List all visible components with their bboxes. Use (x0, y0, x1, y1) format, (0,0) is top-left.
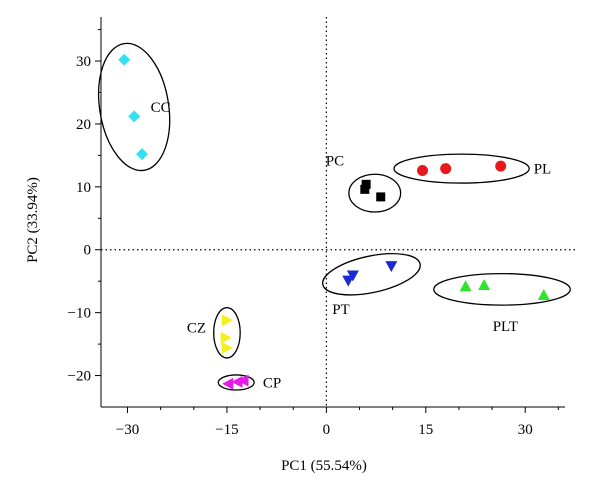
point-plt (537, 289, 550, 301)
axes: −30 −15 0 15 30 30 20 10 0 −10 −20 (68, 17, 565, 438)
point-pc (376, 192, 386, 202)
x-axis-title: PC1 (55.54%) (281, 458, 367, 474)
group-label-pc: PC (326, 153, 344, 169)
ellipse-pc (348, 173, 402, 213)
point-cz (221, 341, 233, 354)
point-pl (495, 160, 507, 172)
point-plt (459, 280, 472, 292)
y-tick-label: −10 (68, 306, 91, 322)
group-label-pl: PL (534, 162, 552, 178)
group-label-plt: PLT (493, 319, 518, 335)
y-tick-label: 10 (76, 180, 91, 196)
point-cp (231, 375, 243, 388)
point-cp (237, 374, 249, 387)
group-label-cc: CC (151, 100, 171, 116)
y-axis-title: PC2 (33.94%) (25, 177, 41, 263)
x-tick-label: 15 (418, 422, 433, 438)
x-tick-label: −30 (116, 422, 139, 438)
ellipse-pt (322, 253, 421, 296)
point-pl (416, 164, 428, 176)
point-cc (128, 110, 141, 123)
point-pl (440, 163, 452, 175)
x-tick-label: −15 (215, 422, 238, 438)
y-tick-label: −20 (68, 369, 91, 385)
point-pt (346, 270, 359, 282)
group-label-cp: CP (263, 375, 281, 391)
ellipse-cz (213, 306, 241, 359)
x-tick-label: 0 (323, 422, 331, 438)
point-pt (385, 261, 398, 273)
point-cz (221, 314, 233, 327)
ellipse-cc (97, 42, 171, 172)
point-cc (118, 53, 131, 66)
point-cz (220, 331, 232, 344)
group-ellipses (97, 42, 571, 391)
point-cp (222, 377, 234, 390)
zero-lines (101, 17, 577, 407)
x-tick-label: 30 (518, 422, 533, 438)
ellipse-cp (217, 374, 255, 391)
ellipse-pl (393, 153, 530, 184)
data-points (118, 53, 550, 390)
y-tick-label: 0 (84, 243, 92, 259)
y-tick-label: 30 (76, 54, 91, 70)
ellipse-plt (433, 272, 571, 306)
group-label-pt: PT (332, 302, 350, 318)
group-label-cz: CZ (187, 321, 206, 337)
point-plt (478, 278, 491, 290)
point-pc (361, 179, 371, 189)
group-labels: CC PC PL PT PLT CZ CP (151, 100, 552, 392)
y-tick-label: 20 (76, 117, 91, 133)
point-cc (136, 148, 149, 161)
point-pc (360, 184, 370, 194)
